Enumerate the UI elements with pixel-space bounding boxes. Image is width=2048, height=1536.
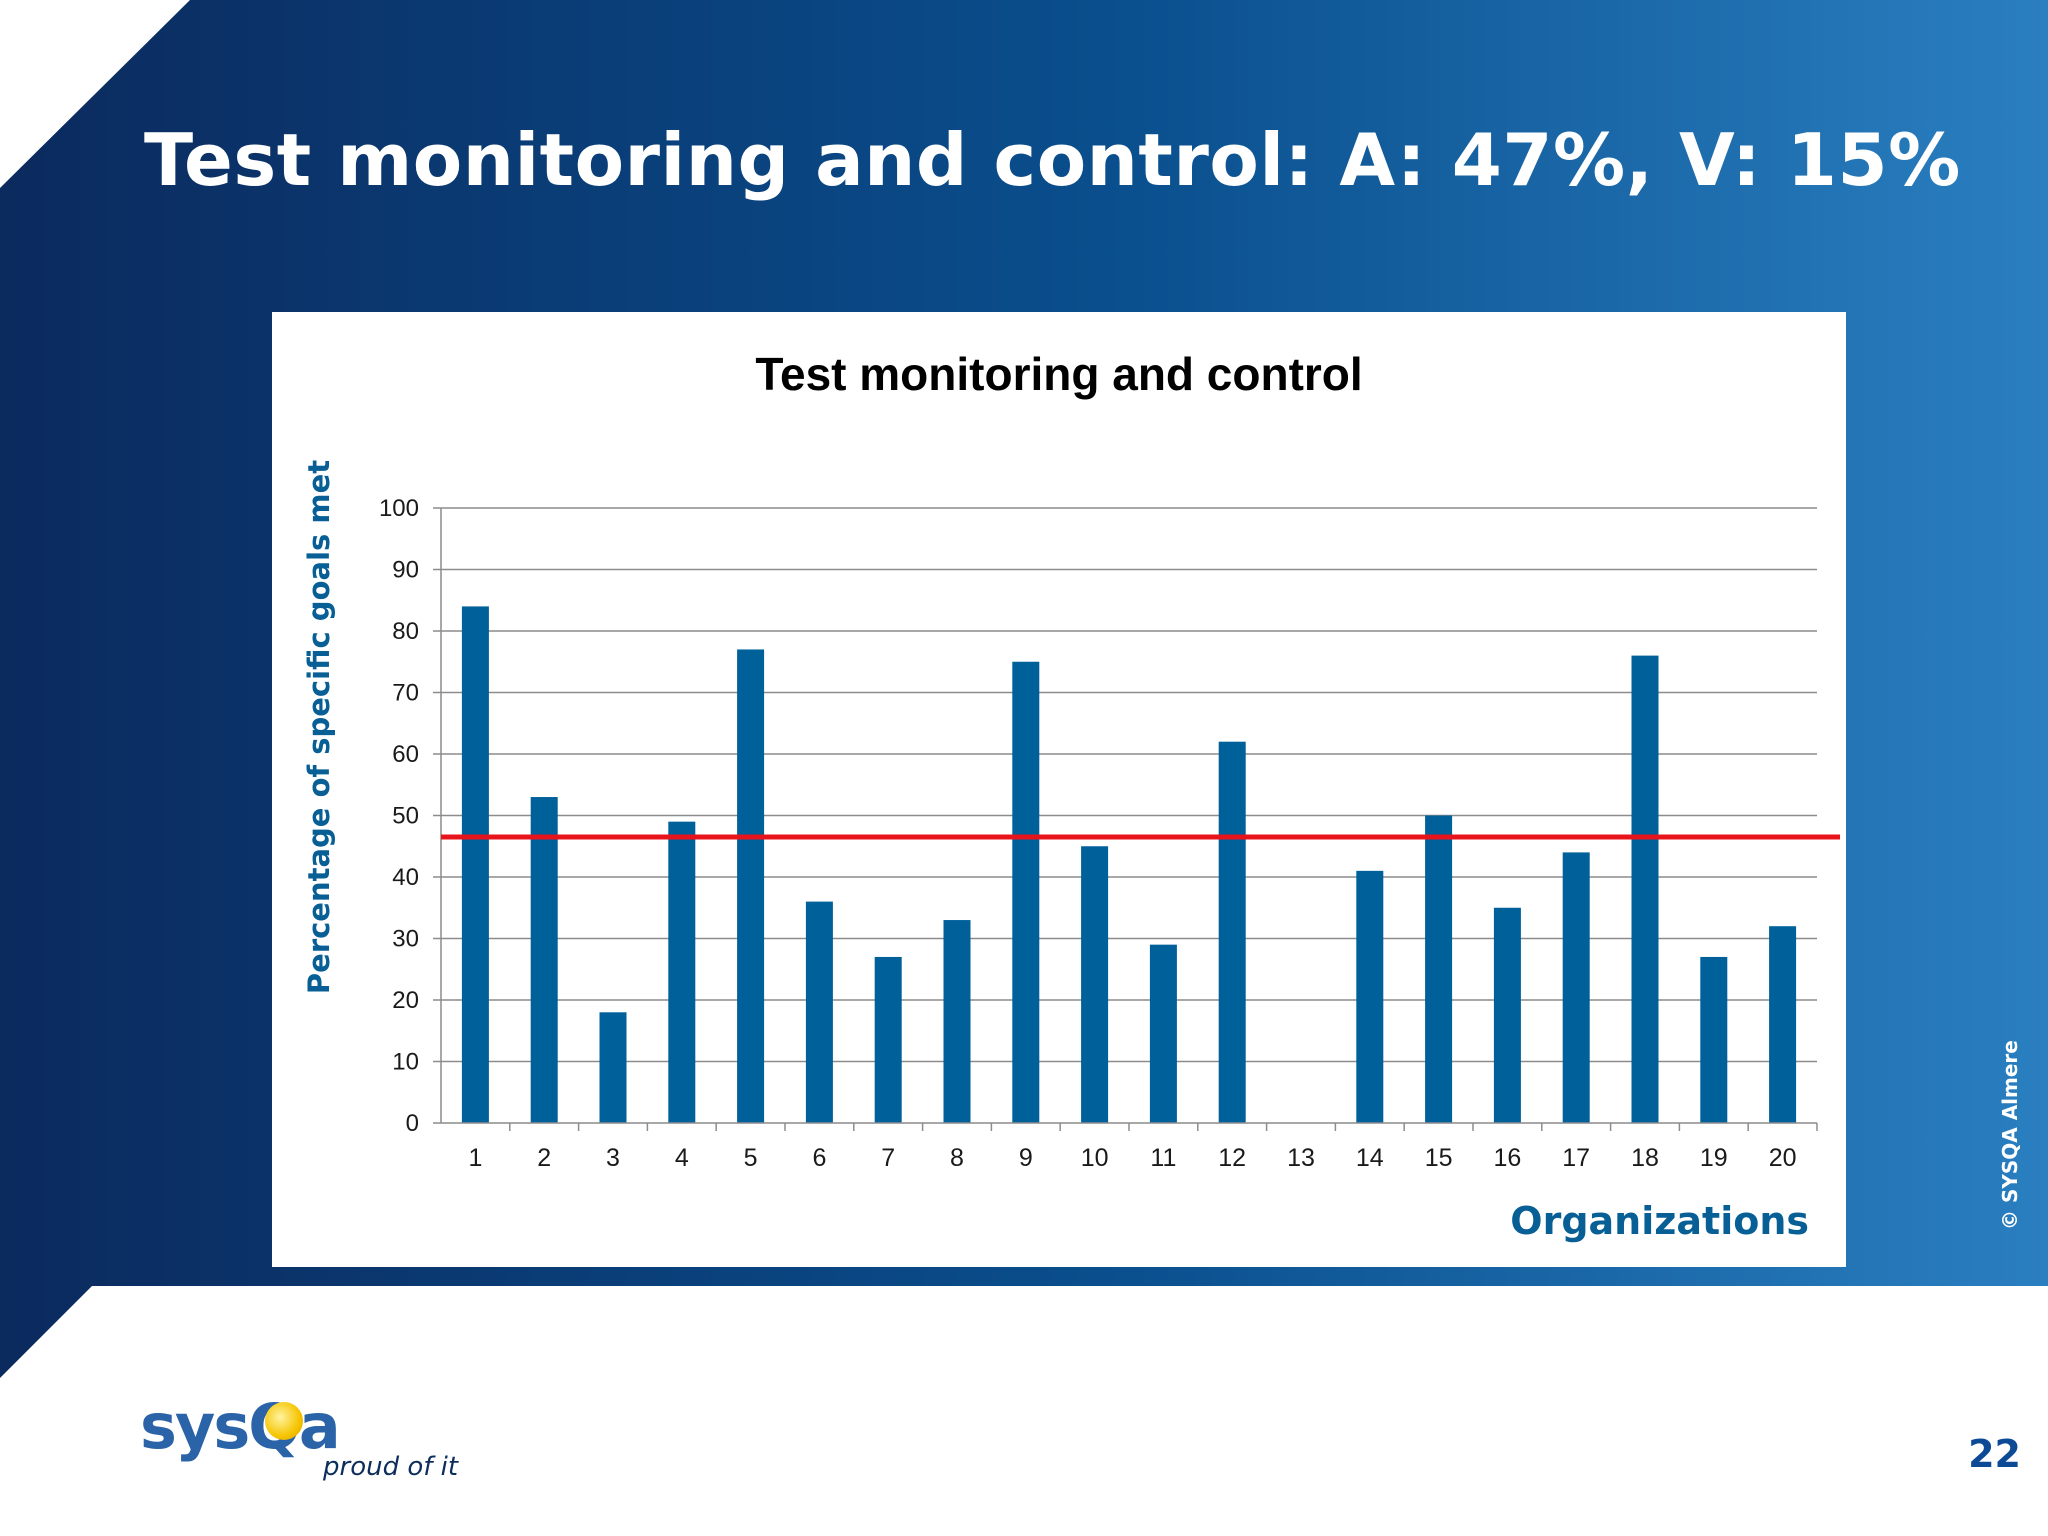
y-tick-label: 60: [392, 741, 419, 768]
bar: [737, 649, 765, 1123]
bar-chart: Test monitoring and control Percentage o…: [302, 348, 1840, 1243]
y-tick-label: 100: [379, 495, 419, 522]
x-tick-label: 19: [1700, 1144, 1728, 1172]
x-tick-label: 18: [1631, 1144, 1659, 1172]
sysqa-logo: sysQa proud of it: [140, 1390, 480, 1500]
y-tick-label: 70: [392, 680, 419, 707]
x-tick-label: 11: [1150, 1144, 1176, 1172]
x-tick-label: 8: [950, 1144, 964, 1172]
bar: [668, 821, 696, 1123]
bar: [599, 1012, 627, 1123]
x-tick-label: 7: [881, 1144, 895, 1172]
logo-wordmark: sysQa: [140, 1390, 341, 1463]
chart-title: Test monitoring and control: [755, 348, 1362, 400]
x-tick-label: 5: [744, 1144, 758, 1172]
bar: [1631, 655, 1659, 1123]
y-tick-label: 80: [392, 618, 419, 645]
y-axis-title: Percentage of specific goals met: [302, 460, 336, 994]
logo-sun-icon: [265, 1402, 303, 1440]
y-tick-label: 50: [392, 803, 419, 830]
bar: [1356, 870, 1384, 1123]
x-tick-label: 17: [1562, 1144, 1590, 1172]
bar: [874, 956, 902, 1123]
bar: [1425, 815, 1453, 1123]
copyright-notice: © SYSQA Almere: [1998, 1040, 2022, 1230]
page-number: 22: [1968, 1432, 2021, 1476]
x-tick-label: 6: [812, 1144, 826, 1172]
bar: [1012, 661, 1040, 1123]
y-tick-label: 0: [406, 1110, 419, 1137]
x-tick-label: 10: [1081, 1144, 1109, 1172]
x-tick-label: 16: [1493, 1144, 1521, 1172]
bar: [1081, 846, 1109, 1123]
x-tick-label: 2: [537, 1144, 551, 1172]
x-tick-label: 20: [1769, 1144, 1797, 1172]
bar: [1700, 956, 1728, 1123]
x-tick-label: 15: [1425, 1144, 1453, 1172]
y-tick-label: 20: [392, 987, 419, 1014]
bar: [530, 797, 558, 1123]
y-tick-label: 10: [392, 1049, 419, 1076]
x-tick-label: 9: [1019, 1144, 1033, 1172]
bar: [1149, 944, 1177, 1123]
x-axis-title: Organizations: [1510, 1199, 1809, 1243]
y-tick-label: 90: [392, 557, 419, 584]
x-tick-label: 13: [1287, 1144, 1315, 1172]
x-tick-label: 1: [468, 1144, 482, 1172]
x-tick-label: 12: [1218, 1144, 1246, 1172]
slide-title: Test monitoring and control: A: 47%, V: …: [144, 118, 1961, 202]
y-tick-label: 30: [392, 926, 419, 953]
bar: [943, 920, 971, 1123]
bar: [1562, 852, 1590, 1123]
logo-tagline: proud of it: [323, 1452, 459, 1482]
chart-panel: Test monitoring and control Percentage o…: [272, 312, 1846, 1267]
y-tick-label: 40: [392, 864, 419, 891]
x-tick-label: 3: [606, 1144, 620, 1172]
bar: [461, 606, 489, 1123]
bar: [805, 901, 833, 1123]
x-tick-label: 4: [675, 1144, 689, 1172]
bar: [1218, 741, 1246, 1123]
x-tick-label: 14: [1356, 1144, 1384, 1172]
bar: [1769, 926, 1797, 1123]
bar: [1493, 907, 1521, 1123]
